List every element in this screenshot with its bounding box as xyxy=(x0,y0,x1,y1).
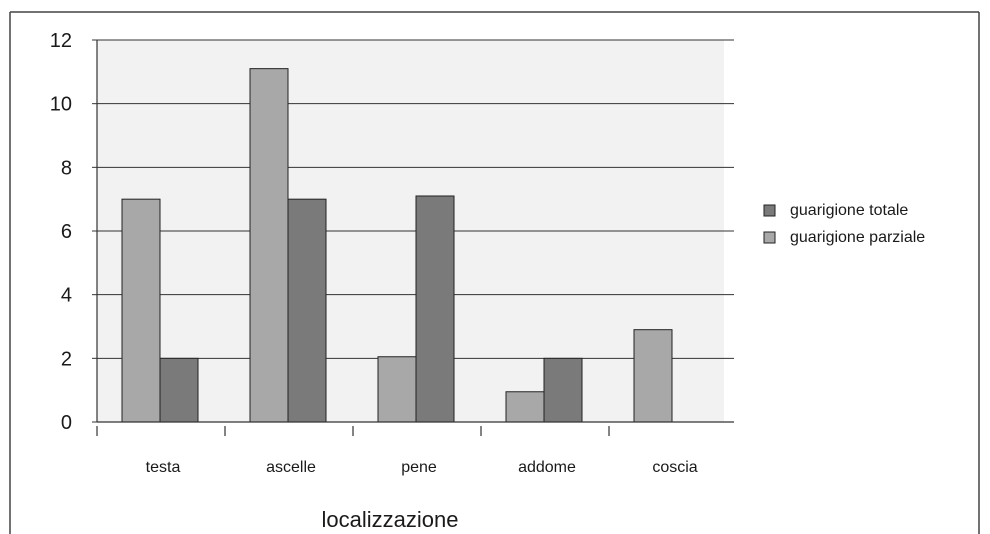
legend-swatch xyxy=(763,231,776,244)
y-tick-label: 8 xyxy=(61,157,72,179)
bar-testa-totale xyxy=(159,357,199,423)
y-tick-label: 2 xyxy=(61,348,72,370)
bar-pene-parziale xyxy=(377,356,417,423)
legend-label: guarigione totale xyxy=(790,202,908,219)
bar-addome-totale xyxy=(543,357,583,423)
x-tick-label: pene xyxy=(401,459,437,476)
bar-testa-parziale xyxy=(121,198,161,423)
x-axis-title: localizzazione xyxy=(322,507,459,532)
y-tick-label: 10 xyxy=(50,94,72,116)
bar-ascelle-parziale xyxy=(249,68,289,423)
y-tick-label: 0 xyxy=(61,412,72,434)
x-tick-labels: testa ascelle pene addome coscia xyxy=(146,459,698,476)
y-tick-labels: 0 2 4 6 8 10 12 xyxy=(50,30,72,434)
x-tick-label: testa xyxy=(146,459,181,476)
bar-coscia-parziale xyxy=(633,329,673,423)
legend: guarigione totale guarigione parziale xyxy=(763,202,925,246)
y-tick-label: 12 xyxy=(50,30,72,52)
y-tick-label: 4 xyxy=(61,285,72,307)
legend-label: guarigione parziale xyxy=(790,229,925,246)
bar-addome-parziale xyxy=(505,391,545,423)
axis-layer xyxy=(96,40,734,436)
x-tick-label: coscia xyxy=(652,459,697,476)
x-tick-label: addome xyxy=(518,459,576,476)
grid-layer xyxy=(92,39,734,423)
x-tick-label: ascelle xyxy=(266,459,316,476)
bar-ascelle-totale xyxy=(287,198,327,423)
bar-pene-totale xyxy=(415,195,455,423)
y-tick-label: 6 xyxy=(61,221,72,243)
bars-layer xyxy=(121,68,673,423)
legend-swatch xyxy=(763,204,776,217)
